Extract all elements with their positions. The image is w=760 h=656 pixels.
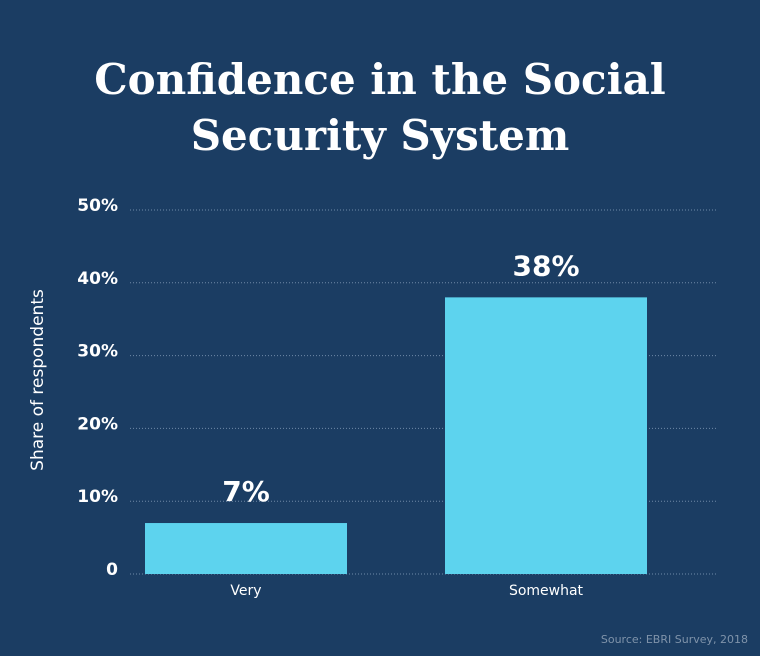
y-tick-label: 0 [106,560,118,580]
bar [445,297,647,574]
bar [145,523,347,574]
value-label: 7% [222,475,270,508]
x-tick-label: Somewhat [509,583,584,599]
chart-title: Confidence in the Social Security System [94,55,666,160]
value-label: 38% [512,249,579,282]
x-tick-label: Very [230,583,261,599]
y-tick-label: 50% [77,196,118,216]
y-tick-label: 20% [77,414,118,434]
y-tick-label: 10% [77,487,118,507]
y-tick-label: 30% [77,342,118,362]
y-tick-label: 40% [77,269,118,289]
y-axis-label: Share of respondents [28,289,48,471]
source: Source: EBRI Survey, 2018 [601,633,748,646]
